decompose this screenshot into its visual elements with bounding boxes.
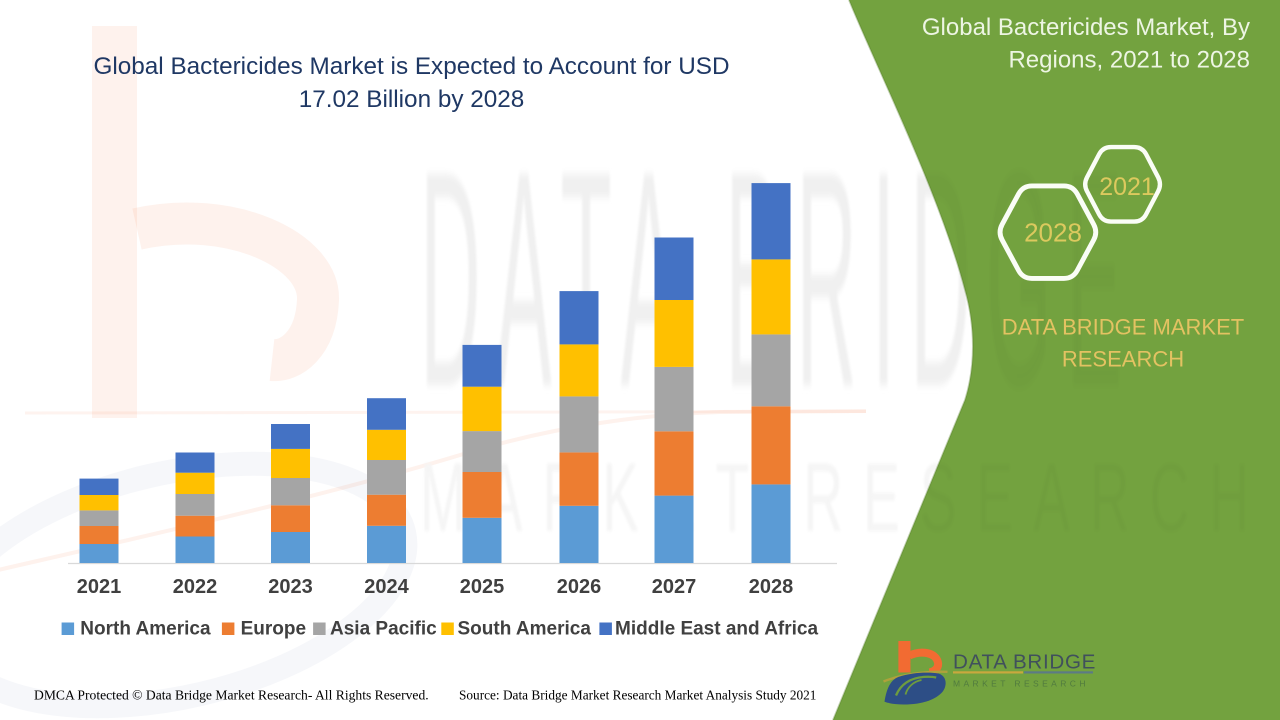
- svg-text:2025: 2025: [460, 576, 505, 598]
- svg-text:Middle East and Africa: Middle East and Africa: [615, 619, 818, 640]
- svg-text:2021: 2021: [77, 576, 122, 598]
- svg-text:DMCA Protected © Data Bridge: DMCA Protected © Data Bridge Market Rese…: [34, 688, 429, 703]
- svg-text:MARKET RESEARCH: MARKET RESEARCH: [953, 679, 1089, 689]
- svg-text:2028: 2028: [1024, 218, 1082, 248]
- svg-text:2028: 2028: [749, 576, 794, 598]
- svg-text:2023: 2023: [268, 576, 313, 598]
- svg-text:North America: North America: [80, 619, 211, 640]
- svg-text:Asia Pacific: Asia Pacific: [330, 619, 437, 640]
- svg-text:South America: South America: [458, 619, 592, 640]
- svg-text:2027: 2027: [652, 576, 697, 598]
- svg-text:2024: 2024: [364, 576, 409, 598]
- svg-text:2022: 2022: [173, 576, 218, 598]
- svg-text:2026: 2026: [557, 576, 602, 598]
- svg-text:Regions, 2021 to 2028: Regions, 2021 to 2028: [1008, 47, 1250, 74]
- svg-text:DATA BRIDGE: DATA BRIDGE: [953, 651, 1096, 674]
- svg-text:Source: Data Bridge Market Res: Source: Data Bridge Market Research Mark…: [459, 688, 816, 703]
- svg-text:2021: 2021: [1099, 173, 1155, 201]
- svg-text:Europe: Europe: [241, 619, 306, 640]
- svg-text:RESEARCH: RESEARCH: [1062, 347, 1184, 372]
- svg-text:17.02 Billion by 2028: 17.02 Billion by 2028: [299, 86, 525, 113]
- svg-text:DATA BRIDGE MARKET: DATA BRIDGE MARKET: [1002, 315, 1244, 340]
- svg-text:Global Bactericides Market, By: Global Bactericides Market, By: [922, 14, 1250, 41]
- svg-text:Global Bactericides Market is: Global Bactericides Market is Expected t…: [93, 53, 729, 80]
